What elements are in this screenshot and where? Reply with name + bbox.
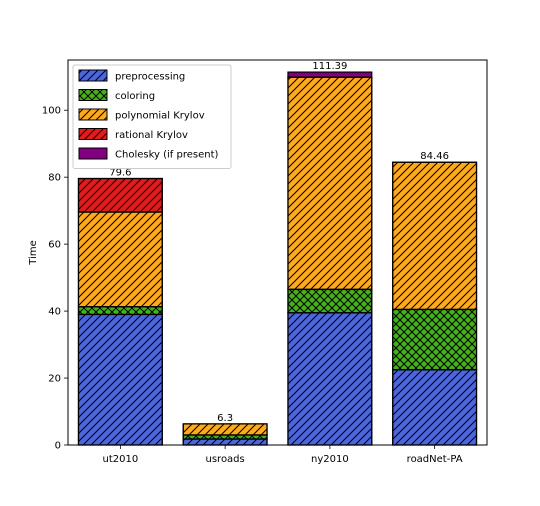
- plot-frame: [67, 59, 488, 446]
- y-tick-label-100: 100: [42, 106, 61, 117]
- bars-layer: 79.6 6.3 111.39 84.46: [77, 61, 478, 446]
- x-tick-label-usroads: usroads: [206, 454, 245, 465]
- bar-hatch-ny2010-preprocessing: [287, 312, 373, 446]
- bar-hatch-ut2010-preprocessing: [77, 313, 163, 446]
- legend-label-coloring: coloring: [115, 91, 155, 102]
- bar-hatch-ut2010-polynomial-krylov: [77, 211, 163, 308]
- y-tick-label-40: 40: [48, 307, 61, 318]
- legend-label-polynomial-krylov: polynomial Krylov: [115, 111, 205, 122]
- y-tick-label-20: 20: [48, 374, 61, 385]
- legend-box: [72, 64, 232, 169]
- bar-hatch-ut2010-coloring: [77, 306, 163, 316]
- legend: preprocessing coloring polynomial Krylov ra…: [72, 64, 232, 169]
- legend-label-preprocessing: preprocessing: [115, 72, 185, 83]
- y-axis-label: Time: [28, 240, 39, 265]
- legend-swatch-hatch-coloring: [78, 89, 108, 101]
- x-tick-label-ny2010: ny2010: [311, 454, 349, 465]
- legend-label-rational-krylov: rational Krylov: [115, 130, 188, 141]
- total-label-roadnet-pa: 84.46: [420, 151, 449, 162]
- bar-hatch-usroads-polynomial-krylov: [182, 423, 268, 436]
- y-tick-label-0: 0: [55, 441, 61, 452]
- axes-layer: ut2010 usroads ny2010 roadNet-PA 0 20 40 60 80 10…: [28, 59, 488, 465]
- bar-hatch-roadnet-pa-coloring: [392, 308, 478, 371]
- total-label-ut2010: 79.6: [109, 168, 131, 179]
- bar-hatch-roadnet-pa-polynomial-krylov: [392, 161, 478, 311]
- bar-hatch-roadnet-pa-preprocessing: [392, 369, 478, 446]
- y-tick-label-60: 60: [48, 240, 61, 251]
- y-tick-label-80: 80: [48, 173, 61, 184]
- x-tick-label-roadnet-pa: roadNet-PA: [407, 454, 463, 465]
- legend-label-cholesky-if-present: Cholesky (if present): [115, 150, 219, 161]
- total-label-ny2010: 111.39: [312, 61, 347, 72]
- legend-swatch-hatch-preprocessing: [78, 69, 108, 82]
- bar-hatch-ny2010-polynomial-krylov: [287, 76, 373, 290]
- legend-swatch-hatch-polynomial-krylov: [78, 108, 108, 121]
- legend-swatch-cholesky-if-present: [78, 147, 108, 160]
- bar-hatch-usroads-coloring: [182, 434, 268, 440]
- legend-swatch-hatch-rational-krylov: [78, 128, 108, 140]
- total-label-usroads: 6.3: [217, 413, 233, 424]
- x-tick-label-ut2010: ut2010: [103, 454, 139, 465]
- bar-ny2010-cholesky-if-present: [287, 71, 373, 78]
- bar-hatch-usroads-preprocessing: [182, 438, 268, 446]
- bar-hatch-ny2010-coloring: [287, 288, 373, 314]
- bar-hatch-ut2010-rational-krylov: [77, 177, 163, 213]
